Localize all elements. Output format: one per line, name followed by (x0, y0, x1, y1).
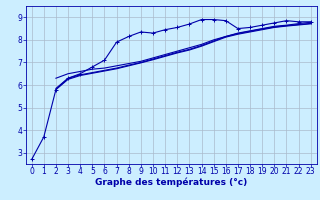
X-axis label: Graphe des températures (°c): Graphe des températures (°c) (95, 178, 247, 187)
